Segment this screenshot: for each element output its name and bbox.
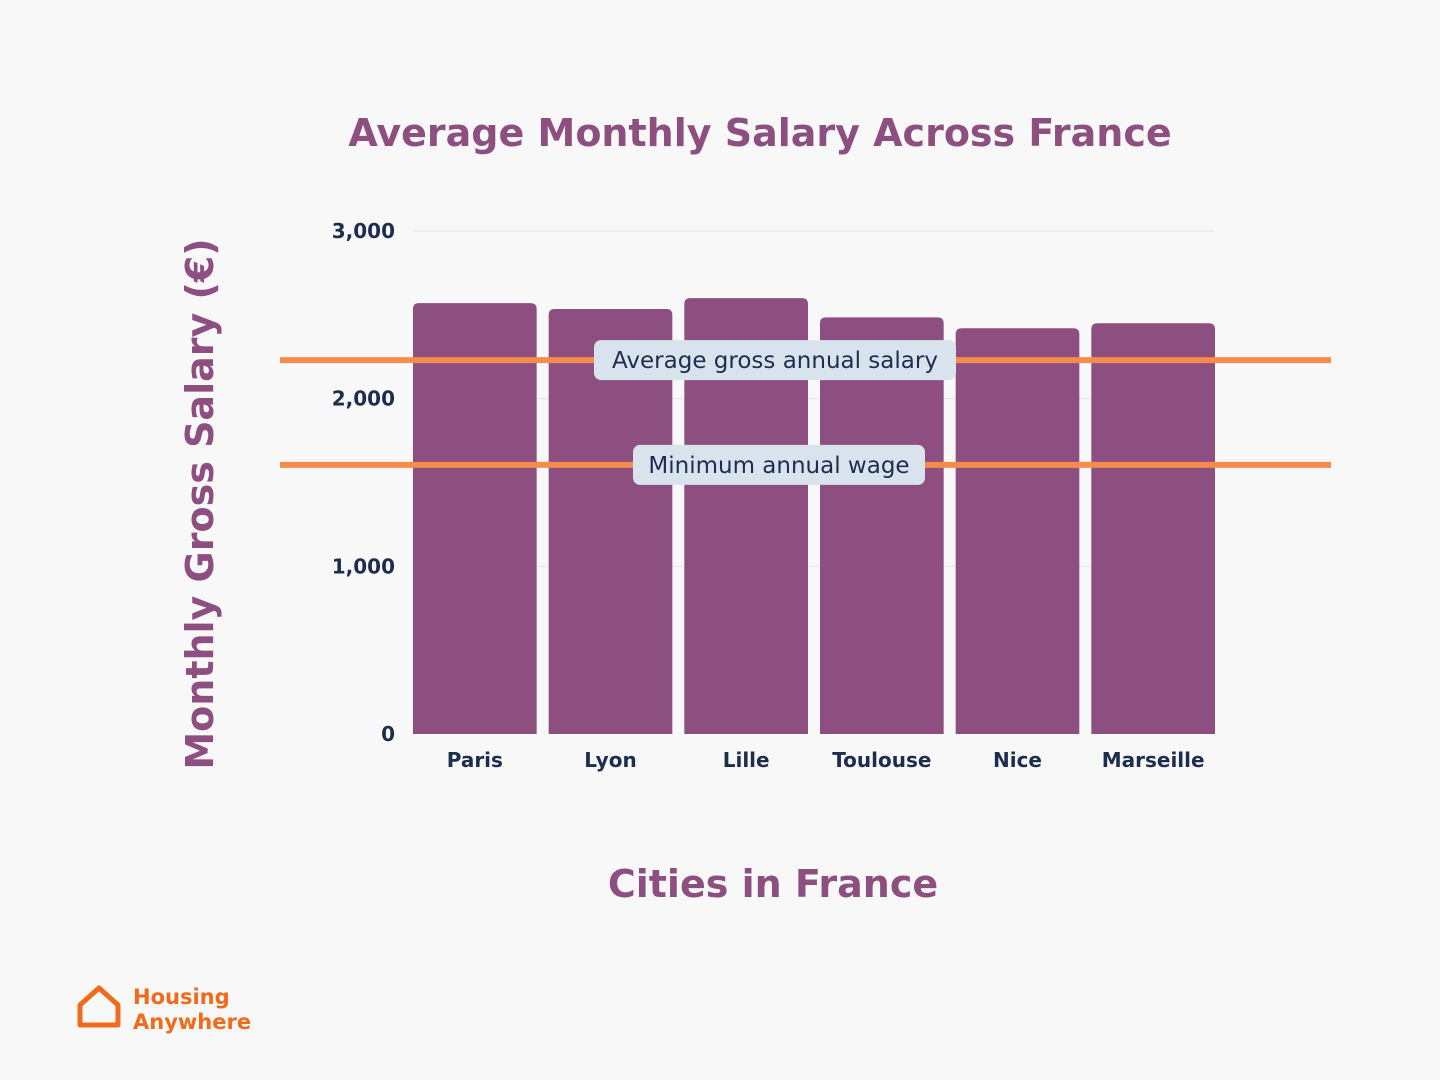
y-axis-label: Monthly Gross Salary (€) <box>178 238 222 769</box>
reference-label-box <box>633 444 925 485</box>
logo-line-2: Anywhere <box>133 1010 251 1034</box>
reference-lines: Average gross annual salary Minimum annua… <box>280 340 1331 485</box>
reference-label: Minimum annual wage <box>648 453 909 479</box>
bar-nice <box>955 328 1080 734</box>
bar-lyon <box>548 308 673 734</box>
logo-line-1: Housing <box>133 985 230 1009</box>
y-tick-label: 2,000 <box>332 387 395 411</box>
bar-lille <box>684 298 808 734</box>
x-axis-ticks: Paris Lyon Lille Toulouse Nice Marseille <box>447 748 1205 772</box>
y-tick-label: 1,000 <box>332 554 395 578</box>
y-tick-label: 0 <box>381 722 395 746</box>
housing-anywhere-logo: Housing Anywhere <box>77 985 251 1034</box>
y-tick-label: 3,000 <box>332 219 395 243</box>
x-tick-label: Lyon <box>584 748 636 772</box>
bar-paris <box>413 303 537 734</box>
x-tick-label: Lille <box>723 748 770 772</box>
bar-marseille <box>1091 323 1215 734</box>
x-tick-label: Toulouse <box>832 748 931 772</box>
bar-toulouse <box>820 317 944 734</box>
x-tick-label: Marseille <box>1102 748 1205 772</box>
gridlines <box>413 230 1215 567</box>
x-tick-label: Nice <box>993 748 1042 772</box>
chart-title: Average Monthly Salary Across France <box>348 111 1171 155</box>
bars <box>413 298 1215 734</box>
x-axis-label: Cities in France <box>608 862 938 906</box>
house-icon <box>77 985 121 1028</box>
reference-label-box <box>594 340 956 381</box>
x-tick-label: Paris <box>447 748 503 772</box>
reference-label: Average gross annual salary <box>612 348 938 374</box>
y-axis-ticks: 0 1,000 2,000 3,000 <box>332 219 395 746</box>
